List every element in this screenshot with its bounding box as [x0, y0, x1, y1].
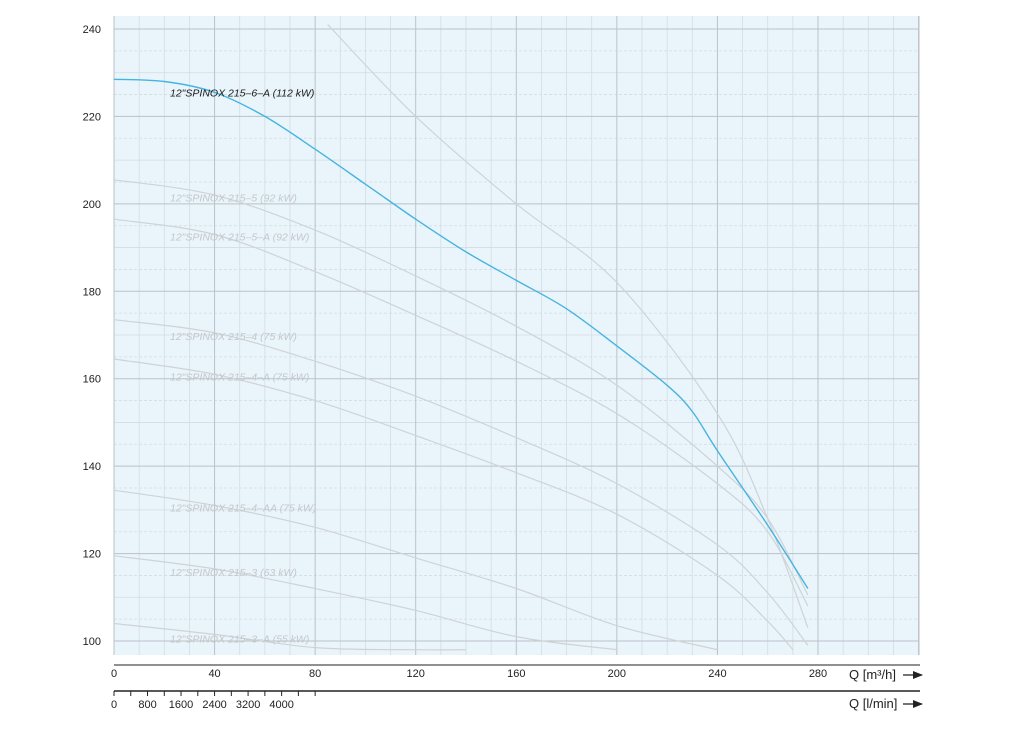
- series-label: 12"SPINOX 215–3 (63 kW): [170, 567, 297, 579]
- series-label: 12"SPINOX 215–3–A (55 kW): [170, 634, 309, 646]
- series-line: [114, 555, 617, 651]
- y-tick-label: 140: [83, 461, 101, 473]
- x-tick-label: 160: [507, 668, 525, 680]
- x-tick-label: 40: [208, 668, 220, 680]
- x-secondary-tick-label: 0: [111, 699, 117, 711]
- x-secondary-tick-label: 1600: [169, 699, 193, 711]
- x-tick-label: 200: [608, 668, 626, 680]
- x-secondary-tick-label: 4000: [269, 699, 293, 711]
- y-tick-label: 240: [83, 24, 101, 36]
- x-axis-title: Q [m³/h]: [849, 667, 896, 682]
- x-axis-secondary-title: Q [l/min]: [849, 696, 897, 711]
- y-tick-label: 120: [83, 549, 101, 561]
- series-line: [114, 179, 809, 596]
- series-label-highlight: 12"SPINOX 215–6–A (112 kW): [170, 88, 314, 100]
- series-line: [327, 24, 809, 629]
- y-tick-label: 200: [83, 199, 101, 211]
- series-line-highlight: [114, 78, 809, 589]
- x-secondary-tick-label: 800: [138, 699, 156, 711]
- series-label: 12"SPINOX 215–5 (92 kW): [170, 192, 297, 204]
- series-line: [114, 218, 809, 607]
- series-line: [114, 319, 809, 646]
- x-secondary-tick-label: 2400: [202, 699, 226, 711]
- series-label: 12"SPINOX 215–4–A (75 kW): [170, 372, 309, 384]
- series-label: 12"SPINOX 215–5–A (92 kW): [170, 232, 309, 244]
- x-tick-label: 280: [809, 668, 827, 680]
- y-tick-label: 180: [83, 286, 101, 298]
- y-tick-label: 160: [83, 374, 101, 386]
- series-line: [114, 358, 794, 651]
- series-line: [114, 622, 467, 651]
- series-label: 12"SPINOX 215–4 (75 kW): [170, 331, 297, 343]
- x-tick-label: 0: [111, 668, 117, 680]
- series-label: 12"SPINOX 215–4–AA (75 kW): [170, 503, 316, 515]
- x-tick-label: 240: [708, 668, 726, 680]
- y-tick-label: 220: [83, 111, 101, 123]
- series-line: [114, 489, 718, 651]
- x-tick-label: 80: [309, 668, 321, 680]
- x-tick-label: 120: [407, 668, 425, 680]
- y-tick-label: 100: [83, 636, 101, 648]
- x-secondary-tick-label: 3200: [236, 699, 260, 711]
